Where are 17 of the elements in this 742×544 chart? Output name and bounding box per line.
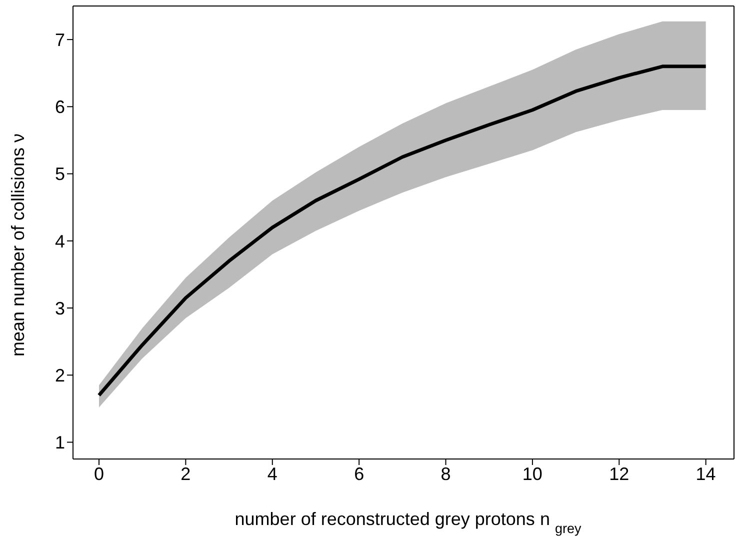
x-tick-label: 12 xyxy=(609,464,630,484)
y-tick-label: 1 xyxy=(54,432,65,453)
y-tick-label: 3 xyxy=(54,298,65,318)
x-tick-label: 14 xyxy=(696,464,716,484)
x-tick-label: 8 xyxy=(440,464,451,484)
x-axis-title: number of reconstructed grey protons n $_{grey}$ xyxy=(234,509,582,536)
y-tick-label: 4 xyxy=(54,231,65,252)
x-tick-label: 0 xyxy=(94,464,104,484)
x-tick-label: 6 xyxy=(354,464,364,484)
y-tick-label: 5 xyxy=(54,164,65,184)
x-tick-label: 10 xyxy=(522,464,542,484)
y-tick-label: 6 xyxy=(54,97,65,118)
y-tick-label: 2 xyxy=(54,366,65,386)
x-tick-label: 2 xyxy=(180,464,191,484)
x-tick-label: 4 xyxy=(267,464,278,484)
y-tick-label: 7 xyxy=(54,30,65,50)
y-axis-title: mean number of collisions ν xyxy=(8,133,28,357)
